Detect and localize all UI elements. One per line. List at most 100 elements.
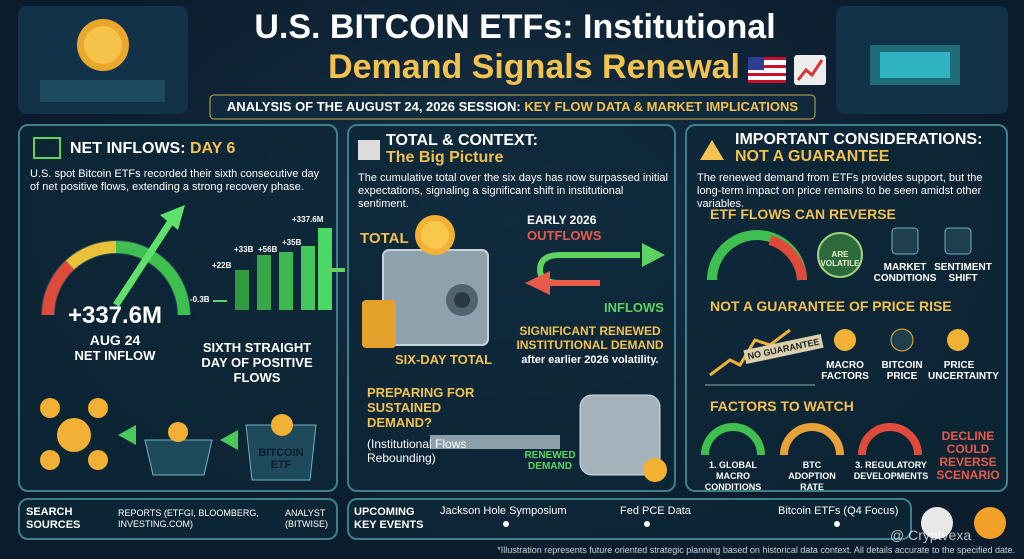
tank-label: RENEWED DEMAND — [524, 450, 576, 472]
total-label: TOTAL — [360, 230, 409, 247]
decor-shape — [768, 235, 807, 281]
bar-label: -0.3B — [190, 295, 210, 304]
factor-gauge: BTC ADOPTION RATE — [788, 460, 836, 492]
bar-label: +22B — [212, 261, 232, 270]
source: ANALYST (BITWISE) — [285, 508, 328, 529]
panel3-subheading: NOT A GUARANTEE — [735, 148, 890, 165]
early-label: EARLY 2026 — [527, 213, 597, 227]
decor-shape — [642, 243, 665, 267]
decor-shape — [209, 94, 816, 120]
decor-shape — [643, 458, 667, 482]
disclaimer: *Illustration represents future oriented… — [497, 545, 1015, 555]
sources-box — [18, 498, 338, 540]
badge: ARE VOLATILE — [820, 250, 860, 268]
outflows-label: OUTFLOWS — [527, 228, 602, 243]
decor-shape — [115, 241, 190, 316]
decor-shape — [257, 255, 271, 310]
watermark: @ Cryptvexa — [890, 527, 972, 543]
decor-shape — [42, 260, 75, 316]
decor-shape — [40, 398, 60, 418]
decor-shape — [834, 521, 840, 527]
bar-label: +33B — [234, 245, 254, 254]
section2-item: MACRO FACTORS — [821, 360, 869, 382]
decor-shape — [358, 140, 380, 160]
gauge-value: +337.6M — [67, 302, 163, 329]
panel1-heading: NET INFLOWS: DAY 6 — [70, 140, 235, 158]
panel2-body: The cumulative total over the six days h… — [358, 172, 668, 210]
decor-shape — [113, 213, 178, 307]
decor-shape — [748, 57, 786, 60]
gauge-date: AUG 24 — [89, 332, 141, 348]
decor-shape — [235, 270, 249, 310]
section1-title: ETF FLOWS CAN REVERSE — [710, 206, 896, 222]
decor-shape — [503, 521, 509, 527]
decor-shape — [40, 80, 165, 102]
decor-shape — [858, 423, 922, 456]
decor-shape — [430, 435, 560, 449]
bar-label: +56B — [258, 245, 278, 254]
section1-item: SENTIMENT SHIFT — [934, 262, 992, 284]
decor-shape — [454, 292, 470, 308]
heading-prefix: NET INFLOWS: — [70, 140, 186, 157]
event: Fed PCE Data — [620, 505, 691, 517]
factor-gauge: 3. REGULATORY DEVELOPMENTS — [853, 460, 929, 481]
decor-shape — [57, 418, 91, 452]
bars-caption: SIXTH STRAIGHT DAY OF POSITIVE FLOWS — [201, 340, 313, 385]
decor-shape — [301, 246, 315, 310]
factor-gauge: 1. GLOBAL MACRO CONDITIONS — [704, 460, 762, 492]
title-line2: Demand Signals Renewal — [328, 48, 740, 86]
panel3-heading: IMPORTANT CONSIDERATIONS: — [735, 131, 983, 148]
decor-shape — [362, 300, 396, 348]
inflows-label: INFLOWS — [604, 300, 664, 315]
events-label: UPCOMING KEY EVENTS — [354, 506, 424, 531]
event: Bitcoin ETFs (Q4 Focus) — [778, 505, 899, 517]
decor-shape — [974, 507, 1006, 539]
decor-shape — [168, 422, 188, 442]
section3-title: FACTORS TO WATCH — [710, 398, 854, 414]
panel3-body: The renewed demand from ETFs provides su… — [697, 172, 983, 210]
decor-shape — [84, 26, 122, 64]
decor-shape — [794, 55, 826, 85]
renewed-title: SIGNIFICANT RENEWED INSTITUTIONAL DEMAND — [516, 324, 664, 352]
decor-shape — [780, 423, 844, 456]
decor-shape — [880, 52, 950, 78]
decor-shape — [644, 521, 650, 527]
source: REPORTS (ETFGI, BLOOMBERG, INVESTING.COM… — [118, 508, 259, 529]
events-box — [347, 498, 912, 540]
subtitle: ANALYSIS OF THE AUGUST 24, 2026 SESSION:… — [210, 99, 815, 114]
decor-shape — [525, 271, 550, 295]
renewed-body: after earlier 2026 volatility. — [521, 354, 659, 366]
decor-shape — [160, 205, 185, 230]
decor-shape — [921, 507, 953, 539]
subtitle-prefix: ANALYSIS OF THE AUGUST 24, 2026 SESSION: — [226, 99, 521, 114]
subtitle-highlight: KEY FLOW DATA & MARKET IMPLICATIONS — [524, 99, 799, 114]
decor-shape — [890, 328, 914, 352]
decor-shape — [88, 450, 108, 470]
decor-shape — [947, 329, 969, 351]
section2-item: BITCOIN PRICE — [881, 360, 923, 382]
decor-shape — [748, 73, 786, 76]
decor-shape — [944, 227, 972, 255]
decor-shape — [40, 450, 60, 470]
decor-shape — [88, 398, 108, 418]
panel2-heading: TOTAL & CONTEXT: — [386, 132, 538, 149]
bar-label: +337.6M — [292, 215, 324, 224]
decor-shape — [118, 425, 136, 445]
decor-shape — [144, 439, 213, 476]
decor-shape — [748, 57, 764, 70]
preparing-body: (Institutional Flows Rebounding) — [367, 437, 467, 465]
decor-shape — [796, 59, 824, 81]
six-day-total: SIX-DAY TOTAL — [395, 352, 493, 367]
decor-shape — [213, 300, 227, 302]
decor-shape — [279, 252, 293, 310]
panel2-subheading: The Big Picture — [386, 149, 504, 166]
title-line1: U.S. BITCOIN ETFs: Institutional — [254, 8, 776, 46]
decor-shape — [748, 80, 786, 83]
decor-shape — [220, 430, 238, 450]
decor-shape — [748, 65, 786, 68]
